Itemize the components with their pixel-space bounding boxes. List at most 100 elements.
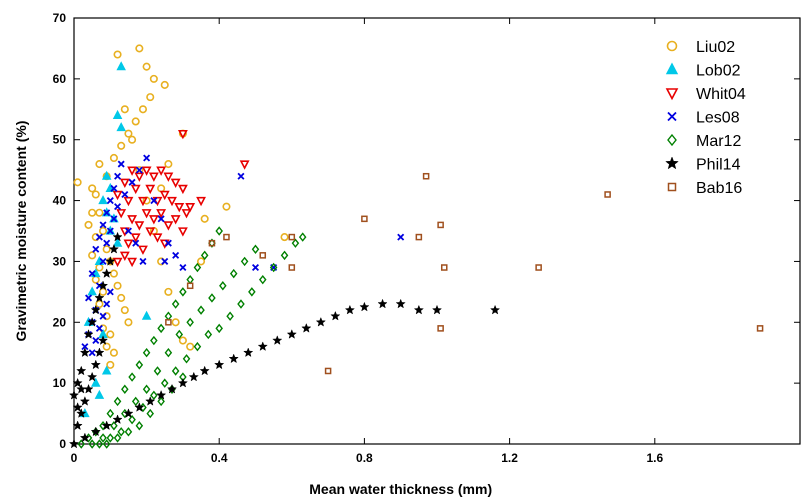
data-point	[72, 420, 83, 431]
data-point	[150, 335, 158, 346]
legend-item-mar12: Mar12	[667, 133, 741, 150]
data-point	[214, 359, 225, 370]
data-point	[135, 166, 143, 174]
data-point	[91, 377, 101, 387]
data-point	[128, 414, 136, 425]
legend-marker	[665, 156, 679, 170]
data-point	[134, 172, 145, 182]
data-point	[127, 257, 138, 268]
data-point	[146, 93, 155, 102]
data-point	[106, 227, 114, 235]
data-point	[81, 343, 89, 351]
data-point	[68, 438, 80, 449]
data-point	[135, 44, 144, 53]
data-point	[88, 349, 96, 357]
data-point	[130, 184, 141, 195]
data-point	[142, 347, 151, 358]
data-point	[146, 408, 155, 419]
data-point	[95, 324, 103, 332]
data-point	[77, 439, 86, 449]
data-point	[174, 202, 185, 213]
data-point	[106, 433, 115, 443]
legend-marker	[666, 40, 678, 52]
data-point	[186, 282, 194, 290]
data-point	[103, 239, 111, 247]
data-point	[153, 366, 162, 376]
data-point	[99, 221, 107, 229]
data-point	[395, 298, 406, 309]
data-point	[415, 233, 423, 241]
data-point	[156, 209, 167, 219]
data-point	[164, 311, 173, 321]
data-point	[124, 227, 132, 235]
data-point	[157, 184, 166, 193]
data-point	[208, 239, 216, 247]
data-point	[280, 233, 289, 242]
y-tick-label: 20	[53, 315, 67, 329]
data-point	[113, 281, 122, 290]
data-point	[103, 209, 111, 217]
data-point	[286, 329, 297, 339]
data-point	[243, 347, 254, 358]
data-point	[141, 166, 152, 176]
data-point	[99, 312, 107, 320]
data-point	[131, 396, 140, 407]
data-point	[83, 383, 94, 394]
data-point	[164, 287, 173, 296]
data-point	[102, 342, 111, 351]
series-bab16	[165, 172, 764, 375]
data-point	[152, 196, 163, 207]
data-point	[92, 337, 100, 345]
data-point	[106, 408, 115, 419]
data-point	[163, 221, 174, 231]
data-point	[288, 233, 296, 241]
data-point	[431, 304, 443, 315]
series-liu02	[73, 44, 289, 369]
data-point	[159, 190, 170, 201]
data-point	[138, 105, 148, 114]
data-point	[280, 250, 289, 261]
data-point	[102, 245, 111, 254]
data-point	[193, 341, 202, 352]
data-point	[130, 233, 141, 243]
legend-marker	[667, 111, 677, 122]
data-point	[112, 109, 123, 119]
series-phil14	[68, 231, 501, 449]
data-point	[119, 227, 130, 237]
data-point	[177, 184, 188, 195]
data-point	[97, 280, 109, 291]
data-point	[79, 396, 91, 406]
data-point	[604, 191, 611, 198]
data-point	[117, 160, 125, 168]
data-point	[127, 166, 138, 176]
data-point	[119, 178, 130, 188]
legend-item-whit04: Whit04	[665, 86, 746, 103]
data-point	[359, 301, 370, 312]
data-point	[99, 257, 107, 265]
data-point	[377, 298, 388, 309]
data-point	[222, 202, 231, 211]
data-point	[157, 396, 165, 407]
data-point	[223, 233, 230, 241]
data-point	[138, 196, 148, 207]
data-point	[291, 238, 300, 248]
data-point	[102, 439, 111, 449]
data-point	[422, 172, 430, 180]
legend-item-les08: Les08	[667, 110, 740, 127]
data-point	[155, 389, 167, 400]
data-point	[99, 287, 108, 296]
data-point	[114, 172, 122, 180]
data-point	[259, 252, 267, 259]
data-point	[112, 237, 123, 247]
data-point	[121, 384, 129, 394]
data-point	[88, 208, 97, 217]
y-tick-label: 30	[53, 254, 67, 268]
data-point	[163, 172, 174, 182]
x-tick-label: 1.6	[646, 451, 663, 465]
x-tick-label: 1.2	[501, 451, 518, 465]
data-point	[135, 360, 144, 370]
data-point	[160, 80, 169, 89]
plot-border	[73, 17, 801, 445]
data-point	[186, 274, 194, 285]
data-point	[139, 257, 147, 265]
